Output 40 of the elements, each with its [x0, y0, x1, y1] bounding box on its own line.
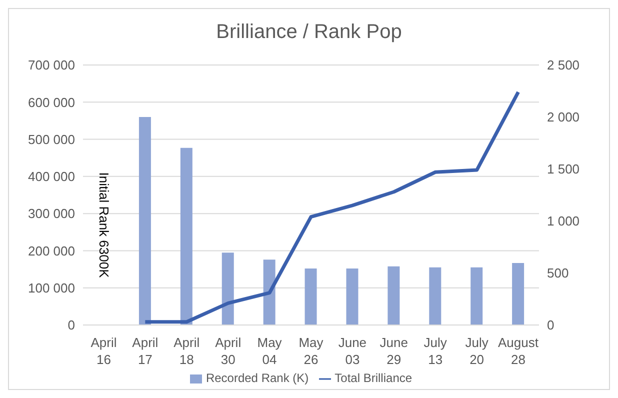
x-tick-label: July 13 [424, 335, 448, 367]
line-series [143, 90, 520, 324]
y-tick-label: 600 000 [28, 94, 75, 110]
annotation: Initial Rank 6300K [96, 172, 112, 278]
chart-title: Brilliance / Rank Pop [215, 21, 403, 44]
bar [138, 117, 151, 325]
y-tick-label: 700 000 [28, 58, 75, 73]
bar [222, 252, 234, 325]
y-tick-label: 500 000 [28, 132, 75, 147]
y-tick-label: 100 000 [28, 280, 75, 296]
y-tick-label: 300 000 [28, 206, 75, 222]
x-tick-label: May 04 [257, 335, 282, 367]
legend-label: Total Brilliance [334, 371, 412, 385]
x-tick-label: April 18 [174, 335, 200, 367]
legend-label: Recorded Rank (K) [206, 371, 309, 385]
bar [304, 268, 317, 325]
y2-tick-label: 2 000 [547, 110, 580, 125]
bar [512, 262, 524, 325]
y2-tick-label: 1 500 [547, 162, 580, 177]
bar [388, 266, 400, 325]
bar [180, 148, 192, 325]
x-tick-label: April 16 [90, 335, 117, 367]
bar [346, 268, 358, 325]
x-tick-label: August 28 [498, 335, 539, 367]
bar [470, 267, 483, 325]
y2-tick-label: 1 000 [547, 214, 580, 229]
x-tick-label: April 30 [215, 335, 242, 367]
y-tick-label: 200 000 [28, 243, 75, 258]
x-tick-label: May 26 [298, 335, 324, 367]
y-tick-label: 400 000 [28, 169, 75, 184]
bar [429, 267, 442, 325]
y2-tick-label: 500 [547, 266, 569, 281]
x-tick-label: June 29 [380, 335, 408, 367]
y2-tick-label: 2 500 [547, 58, 580, 73]
bar [263, 260, 276, 325]
x-tick-label: June 03 [338, 335, 367, 367]
y-tick-label: 0 [68, 318, 75, 333]
y2-tick-label: 0 [547, 318, 554, 333]
x-tick-label: July 20 [465, 335, 489, 367]
x-tick-label: April 17 [132, 335, 158, 367]
